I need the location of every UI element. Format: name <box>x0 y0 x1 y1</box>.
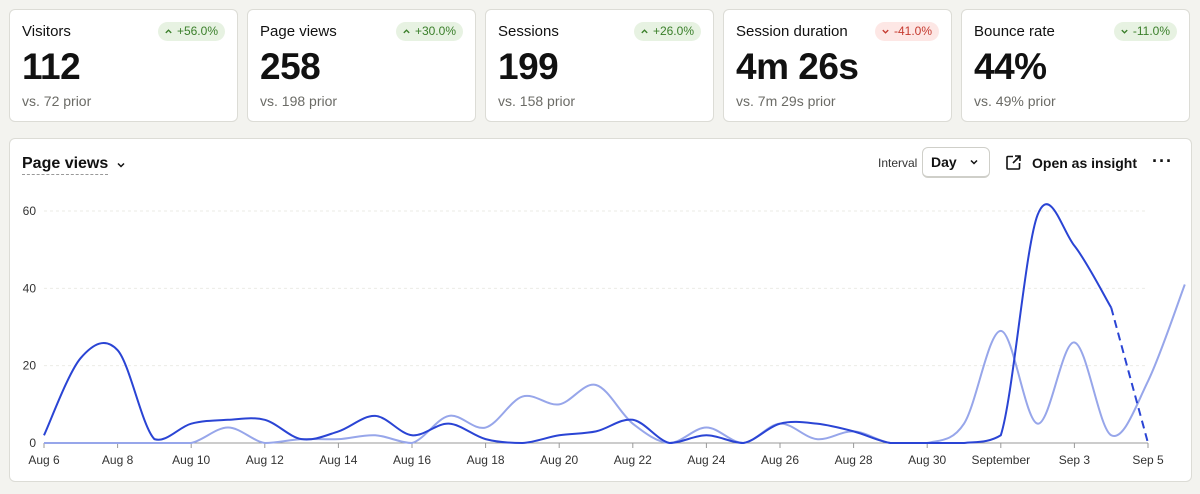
series-line-previous <box>43 284 1186 445</box>
open-as-insight-label: Open as insight <box>1032 154 1138 171</box>
x-tick-label: Aug 20 <box>540 453 578 467</box>
open-as-insight-button[interactable]: Open as insight <box>1005 154 1137 171</box>
insight-title-dropdown[interactable]: Page views <box>22 155 126 175</box>
stat-label: Session duration <box>736 23 848 40</box>
stat-prior: vs. 198 prior <box>260 93 338 109</box>
y-tick-label: 60 <box>23 204 37 218</box>
change-badge: +26.0% <box>633 22 701 41</box>
stat-label: Bounce rate <box>974 23 1055 40</box>
stat-cards: Visitors +56.0% 112 vs. 72 prior Page views +… <box>9 9 1190 122</box>
stat-prior: vs. 72 prior <box>22 93 92 109</box>
stat-value: 199 <box>498 46 559 87</box>
chevron-down-icon <box>117 162 125 168</box>
x-tick-label: Sep 3 <box>1059 453 1091 467</box>
page-views-chart: 0 20 40 60 Aug 6 Aug 8 Aug 10 Aug 12 Aug 14 Aug 1… <box>23 203 1186 467</box>
interval-value: Day <box>931 154 957 170</box>
stat-value: 258 <box>260 46 321 87</box>
chevron-up-icon <box>641 29 648 34</box>
x-tick-label: Aug 6 <box>28 453 60 467</box>
insight-title: Page views <box>22 155 109 175</box>
interval-select[interactable]: Day <box>922 147 990 178</box>
x-tick-label: Aug 28 <box>835 453 873 467</box>
chevron-down-icon <box>1121 29 1128 34</box>
stat-label: Sessions <box>498 23 559 40</box>
x-tick-label: Aug 14 <box>319 453 357 467</box>
chevron-up-icon <box>403 29 410 34</box>
change-value: +30.0% <box>414 24 456 38</box>
change-value: +56.0% <box>176 24 218 38</box>
interval-label: Interval <box>878 156 918 170</box>
change-badge: -41.0% <box>874 22 939 41</box>
stat-card: Page views +30.0% 258 vs. 198 prior <box>247 9 476 122</box>
stat-card: Sessions +26.0% 199 vs. 158 prior <box>485 9 714 122</box>
stat-label: Page views <box>260 23 337 40</box>
x-tick-label: Aug 12 <box>246 453 284 467</box>
stat-card: Bounce rate -11.0% 44% vs. 49% prior <box>961 9 1190 122</box>
stat-card: Session duration -41.0% 4m 26s vs. 7m 29s p… <box>723 9 952 122</box>
stat-value: 44% <box>974 46 1047 87</box>
stat-value: 4m 26s <box>736 46 859 87</box>
change-value: +26.0% <box>652 24 694 38</box>
chevron-down-icon <box>882 29 889 34</box>
change-badge: -11.0% <box>1113 22 1177 41</box>
stat-card: Visitors +56.0% 112 vs. 72 prior <box>9 9 238 122</box>
x-tick-label: Aug 10 <box>172 453 210 467</box>
x-tick-label: Aug 8 <box>102 453 134 467</box>
stat-prior: vs. 158 prior <box>498 93 576 109</box>
stat-prior: vs. 7m 29s prior <box>736 93 836 109</box>
series-line-current <box>43 203 1113 445</box>
x-tick-label: Aug 30 <box>908 453 946 467</box>
change-value: -11.0% <box>1132 24 1170 38</box>
change-badge: +56.0% <box>157 22 225 41</box>
chevron-down-icon <box>970 159 978 165</box>
x-tick-label: Aug 16 <box>393 453 431 467</box>
y-tick-label: 20 <box>23 359 37 373</box>
x-tick-label: Aug 18 <box>467 453 505 467</box>
page-views-panel: Page views Interval Day Open as insight … <box>9 138 1192 482</box>
y-tick-label: 0 <box>29 436 36 450</box>
x-tick-label: Aug 26 <box>761 453 799 467</box>
x-tick-label: September <box>971 453 1030 467</box>
stat-prior: vs. 49% prior <box>974 93 1056 109</box>
chevron-up-icon <box>165 29 172 34</box>
external-link-icon <box>1006 155 1021 170</box>
x-tick-label: Sep 5 <box>1132 453 1164 467</box>
change-badge: +30.0% <box>395 22 463 41</box>
more-options-button[interactable]: ··· <box>1152 151 1173 171</box>
series-line-current-incomplete <box>1110 307 1149 444</box>
stat-value: 112 <box>22 46 81 87</box>
change-value: -41.0% <box>893 24 932 38</box>
y-tick-label: 40 <box>23 281 37 295</box>
x-tick-label: Aug 22 <box>614 453 652 467</box>
x-tick-label: Aug 24 <box>687 453 725 467</box>
stat-label: Visitors <box>22 23 71 40</box>
